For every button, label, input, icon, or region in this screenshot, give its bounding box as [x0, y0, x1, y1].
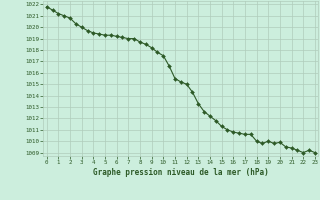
X-axis label: Graphe pression niveau de la mer (hPa): Graphe pression niveau de la mer (hPa)	[93, 168, 269, 177]
